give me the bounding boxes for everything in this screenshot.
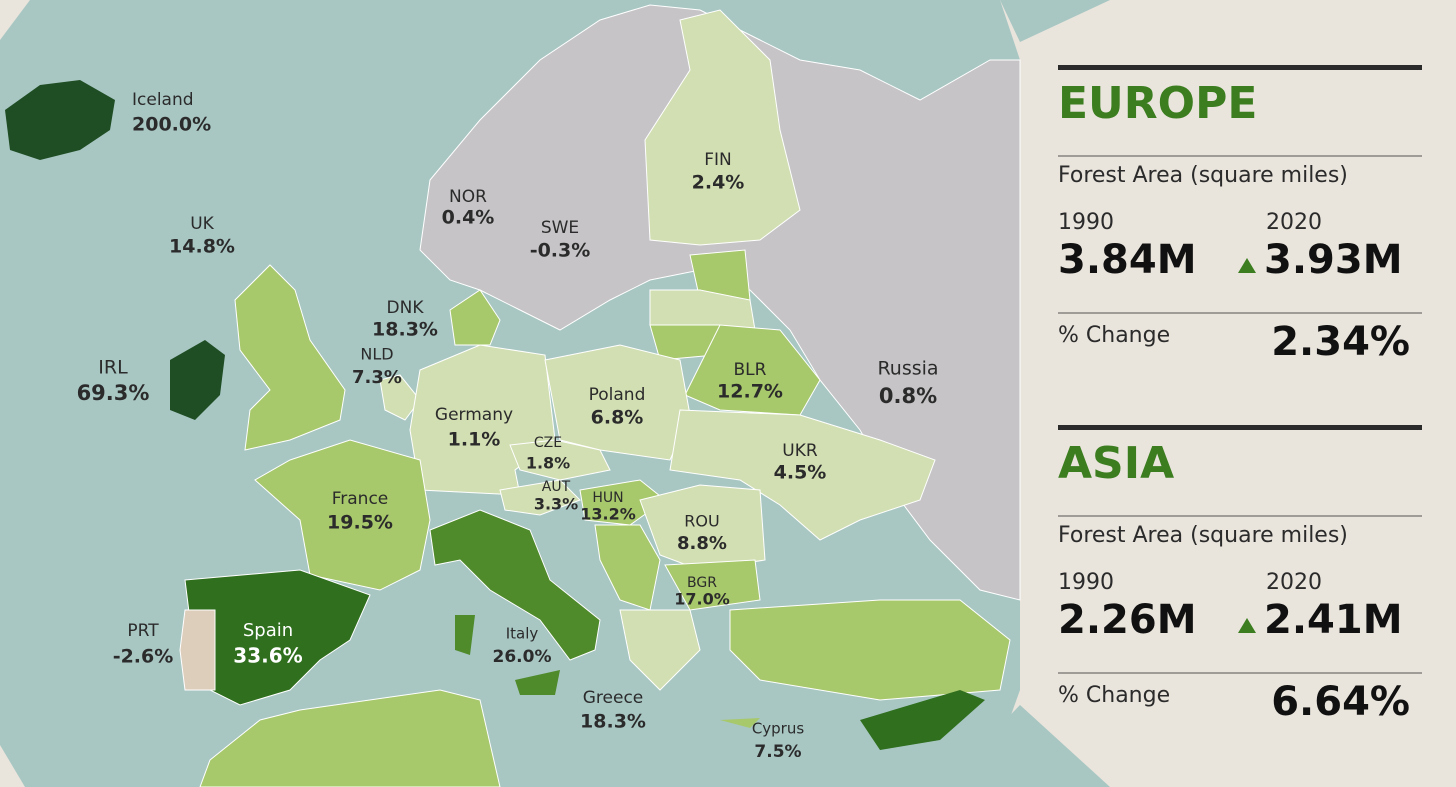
panel-title: ASIA [1058,438,1174,489]
land-africa [199,689,501,787]
country-change: 200.0% [132,114,211,136]
land-ukr [669,409,936,541]
country-name: Russia [877,358,938,380]
side-panels: EUROPE Forest Area (square miles) 1990 2020… [1058,65,1422,725]
country-name: Italy [506,625,539,643]
year-end: 2020 [1266,570,1322,595]
country-name: SWE [541,218,579,238]
country-change: 8.8% [677,533,727,554]
country-change: 33.6% [233,644,302,668]
panel-title: EUROPE [1058,78,1257,129]
country-change: 19.5% [327,512,393,534]
metric-label: Forest Area (square miles) [1058,163,1348,188]
country-name: UK [190,214,214,234]
land-greece [619,609,701,691]
country-name: Greece [583,688,644,708]
country-name: PRT [127,621,159,641]
land-sardinia [455,615,475,655]
change-label: % Change [1058,323,1170,348]
land-aut [499,479,581,516]
land-bgr [664,559,761,611]
land-turkey [729,599,1011,701]
country-name: France [332,489,389,509]
country-change: 69.3% [77,381,150,405]
country-change: 1.8% [526,454,570,473]
land-syria [860,690,985,750]
land-italy [429,509,601,661]
year-end: 2020 [1266,210,1322,235]
country-change: 26.0% [493,647,552,667]
country-name: Iceland [132,90,194,110]
country-name: NOR [449,187,487,207]
country-name: Poland [589,385,646,405]
country-name: DNK [387,298,425,318]
value-end: 3.93M [1264,237,1403,283]
map [0,0,1021,787]
land-grey [419,4,1021,601]
country-name: IRL [98,357,128,379]
country-change: 7.5% [754,742,801,762]
country-change: -2.6% [113,646,174,668]
year-start: 1990 [1058,570,1114,595]
change-value: 2.34% [1271,319,1410,365]
thick-rule [1058,65,1422,70]
country-change: 1.1% [448,429,501,451]
change-label: % Change [1058,683,1170,708]
land-sicily [515,670,560,695]
country-name: CZE [534,435,562,451]
country-change: 4.5% [774,462,827,484]
land-lva [649,289,756,331]
deco-hexagon [1000,0,1110,42]
country-change: 12.7% [717,381,783,403]
country-change: 3.3% [534,495,578,514]
land-nld [379,374,421,421]
country-change: 18.3% [580,711,646,733]
country-change: 6.8% [591,407,644,429]
metric-label: Forest Area (square miles) [1058,523,1348,548]
country-change: 7.3% [352,367,402,388]
country-name: AUT [542,479,571,495]
land-fin [644,9,801,246]
country-change: -0.3% [530,240,591,262]
land-rou [639,484,766,571]
land-prt [179,609,216,691]
country-change: 13.2% [580,505,636,524]
value-start: 2.26M [1058,597,1197,643]
land-iceland [5,80,115,160]
land-france [254,439,431,591]
country-change: 0.4% [442,207,495,229]
country-change: 14.8% [169,236,235,258]
country-name: Cyprus [752,720,805,738]
country-name: Germany [435,405,513,425]
land-cyprus [720,718,760,728]
year-start: 1990 [1058,210,1114,235]
country-name: Spain [243,620,293,641]
country-name: BGR [687,575,717,591]
country-change: 18.3% [372,319,438,341]
country-name: BLR [734,360,767,380]
country-name: NLD [360,345,393,364]
country-name: FIN [704,150,732,170]
country-name: ROU [684,512,719,531]
land-cze [509,439,611,481]
land-uk [234,264,346,451]
country-name: HUN [592,490,623,506]
land-dnk [449,289,501,346]
value-end: 2.41M [1264,597,1403,643]
country-change: 0.8% [879,384,937,408]
thick-rule [1058,425,1422,430]
land-irl [170,340,225,420]
up-arrow [1238,618,1256,633]
change-value: 6.64% [1271,679,1410,725]
country-change: 17.0% [674,590,730,609]
value-start: 3.84M [1058,237,1197,283]
country-name: UKR [782,441,818,461]
up-arrow [1238,258,1256,273]
country-change: 2.4% [692,172,745,194]
